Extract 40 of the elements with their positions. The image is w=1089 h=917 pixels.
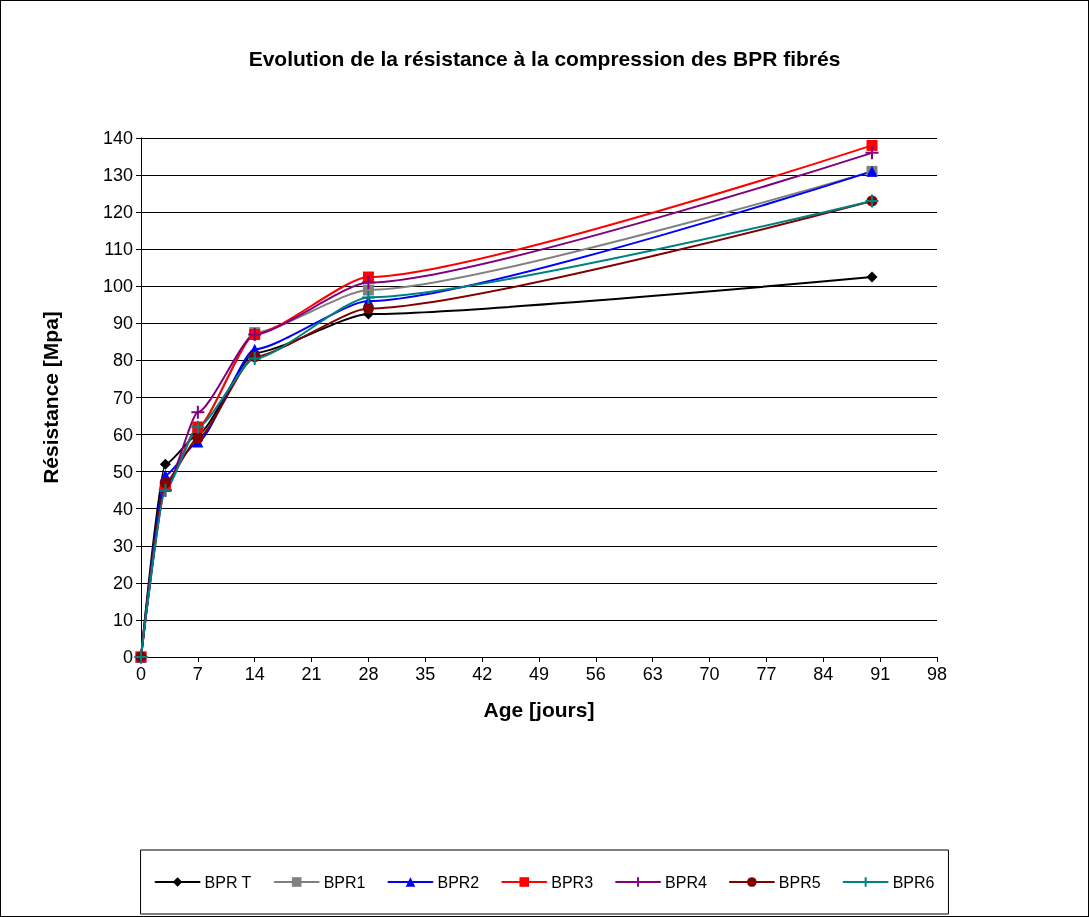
legend-label: BPR T: [204, 873, 252, 891]
x-tick-label: 21: [301, 664, 322, 684]
y-tick-label: 120: [102, 202, 133, 223]
y-tick-label: 30: [112, 535, 133, 556]
x-tick-label: 28: [358, 664, 379, 684]
x-tick-label: 49: [528, 664, 550, 684]
y-tick-label: 40: [112, 498, 133, 519]
legend-label: BPR3: [551, 873, 594, 891]
y-tick-label: 10: [112, 609, 133, 630]
y-tick-label: 140: [102, 128, 133, 148]
legend-label: BPR1: [323, 873, 366, 891]
y-tick-label: 80: [112, 350, 133, 371]
y-tick-label: 0: [122, 647, 133, 667]
x-tick-label: 14: [244, 664, 265, 684]
x-tick-label: 63: [642, 664, 663, 684]
legend-label: BPR5: [778, 873, 821, 891]
x-tick-label: 42: [472, 664, 493, 684]
y-tick-label: 70: [112, 387, 133, 408]
y-tick-label: 90: [112, 313, 133, 334]
x-tick-label: 91: [870, 664, 891, 684]
y-tick-label: 60: [112, 424, 133, 445]
x-tick-label: 98: [926, 664, 948, 684]
x-tick-label: 84: [813, 664, 834, 684]
legend-label: BPR6: [892, 873, 935, 891]
x-axis-title: Age [jours]: [483, 698, 595, 721]
x-tick-label: 35: [415, 664, 436, 684]
y-tick-label: 100: [102, 276, 133, 297]
x-tick-label: 56: [585, 664, 606, 684]
x-tick-label: 0: [135, 664, 147, 684]
y-tick-label: 110: [104, 239, 133, 260]
x-tick-label: 7: [192, 664, 203, 684]
y-axis-title: Résistance [Mpa]: [39, 311, 62, 484]
y-tick-label: 50: [112, 461, 133, 482]
legend-label: BPR4: [665, 873, 707, 891]
x-tick-label: 70: [699, 664, 720, 684]
x-tick-label: 77: [756, 664, 777, 684]
y-tick-label: 130: [102, 165, 133, 186]
legend-label: BPR2: [437, 873, 480, 891]
chart-title: Evolution de la résistance à la compression des BPR fibrés: [248, 47, 841, 70]
y-tick-label: 20: [112, 572, 133, 593]
